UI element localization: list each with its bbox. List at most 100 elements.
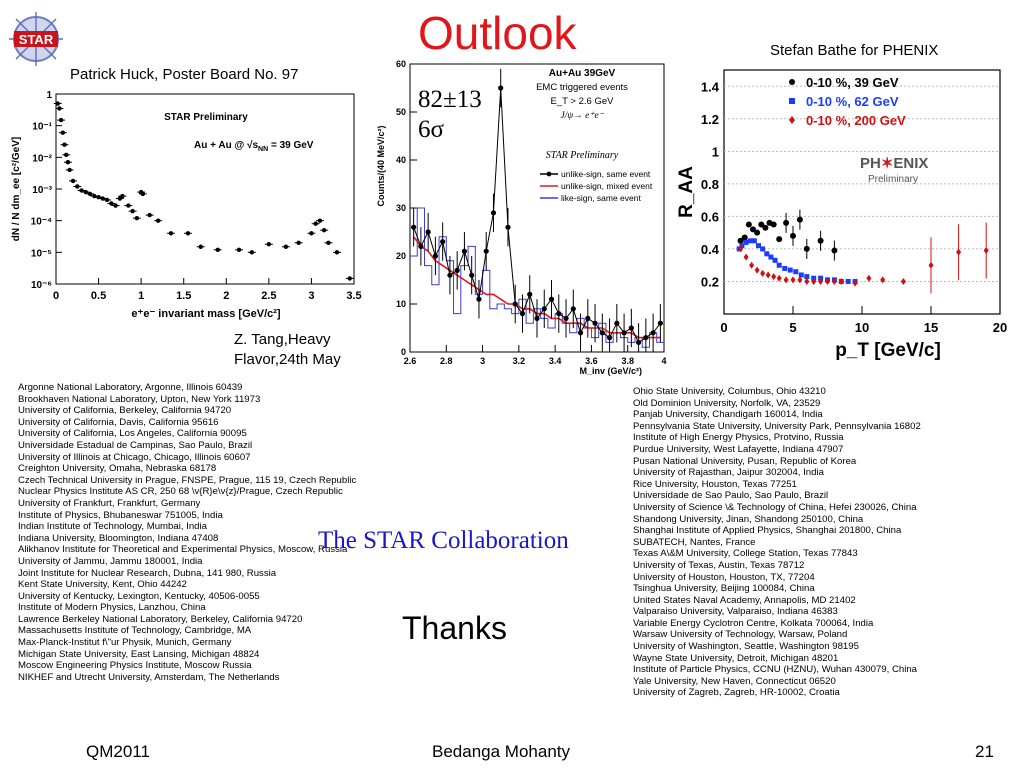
plot1-point <box>134 215 140 221</box>
institution-right-item: Variable Energy Cyclotron Centre, Kolkat… <box>633 617 874 629</box>
plot1-point <box>147 212 152 218</box>
plot3-point-200 <box>790 276 796 284</box>
plot3-point-200 <box>776 274 782 282</box>
plot3-point-62 <box>739 243 745 249</box>
institution-right-item: Ohio State University, Columbus, Ohio 43… <box>633 386 826 397</box>
plot3-ytick-label: 0.8 <box>701 177 719 192</box>
plot1-point <box>113 203 118 208</box>
plot1-point <box>155 218 161 223</box>
plot2-xtick-label: 3.8 <box>621 356 634 366</box>
institution-left-item: Indian Institute of Technology, Mumbai, … <box>18 521 207 533</box>
plot1-point <box>58 117 64 123</box>
institution-left-item: Czech Technical University in Prague, FN… <box>18 474 357 486</box>
plot1-system: Au + Au @ √sNN = 39 GeV <box>194 140 314 153</box>
plot3-point-200 <box>880 276 886 284</box>
plot3-point-39 <box>758 221 765 228</box>
plot2-xtick-label: 4 <box>661 356 666 366</box>
svg-text:STAR: STAR <box>19 32 54 47</box>
plot3-ytick-label: 1 <box>712 144 719 159</box>
raa-plot: 0.2 0.4 0.6 0.8 1 1.2 1.4 0 5 10 15 20 0-10 %, 39 Ge… <box>672 62 1018 362</box>
institution-left-item: University of Frankfurt, Frankfurt, Germ… <box>18 497 201 509</box>
plot2-legend-marker <box>546 171 552 177</box>
plot1-point <box>126 203 131 208</box>
plot1-point <box>65 160 71 165</box>
plot1-point <box>322 227 327 233</box>
label-center-plot: Z. Tang,Heavy Flavor,24th May <box>234 330 341 370</box>
plot1-point <box>313 221 318 226</box>
plot3-ytick-label: 1.4 <box>701 79 720 94</box>
institution-right-item: Yale University, New Haven, Connecticut … <box>633 675 836 687</box>
plot3-xtick-label: 0 <box>720 320 727 335</box>
institution-left-item: NIKHEF and Utrecht University, Amsterdam… <box>18 671 280 683</box>
institution-right-item: Warsaw University of Technology, Warsaw,… <box>633 629 848 641</box>
plot3-xtick-label: 5 <box>789 320 796 335</box>
plot1-point <box>168 231 174 236</box>
plot2-legend-entry: unlike-sign, same event <box>561 169 651 179</box>
plot3-point-39 <box>762 224 769 231</box>
plot3-xlabel: p_T [GeV/c] <box>835 340 941 361</box>
plot1-xtick-label: 1.5 <box>176 290 191 302</box>
plot1-point <box>249 250 255 255</box>
institution-right-item: Institute of High Energy Physics, Protvi… <box>633 432 844 444</box>
plot1-prelim: STAR Preliminary <box>164 112 248 123</box>
plot3-point-39 <box>803 245 810 252</box>
plot2-legend-entry: unlike-sign, mixed event <box>561 181 653 191</box>
plot3-legend-marker <box>789 79 795 85</box>
plot3-point-39 <box>754 229 761 236</box>
institution-left-item: University of Jammu, Jammu 180001, India <box>18 555 203 567</box>
plot1-point <box>296 240 301 246</box>
plot1-point <box>317 218 323 223</box>
plot2-xtick-label: 3 <box>480 356 485 366</box>
plot3-legend-entry: 0-10 %, 39 GeV <box>806 75 899 90</box>
plot1-ytick-label: 10⁻⁵ <box>31 248 52 259</box>
institution-right-item: Purdue University, West Lafayette, India… <box>633 443 844 455</box>
plot1-point <box>130 208 135 214</box>
plot1-point <box>87 191 93 197</box>
plot2-legend-entry: like-sign, same event <box>561 193 641 203</box>
plot1-point <box>120 193 125 199</box>
plot3-point-200 <box>811 277 817 285</box>
plot1-point <box>198 244 203 249</box>
plot3-xtick-label: 20 <box>993 320 1007 335</box>
plot3-ytick-label: 0.6 <box>701 209 719 224</box>
plot1-xtick-label: 0 <box>53 290 59 302</box>
collaboration-title: The STAR Collaboration <box>318 527 569 554</box>
institution-left-item: Massachusetts Institute of Technology, C… <box>18 625 252 637</box>
plot3-ytick-label: 0.4 <box>701 242 720 257</box>
plot3-point-39 <box>817 237 824 244</box>
plot3-point-62 <box>756 243 761 249</box>
institution-right-item: Old Dominion University, Norfolk, VA, 23… <box>633 397 821 409</box>
plot1-point <box>215 247 220 253</box>
jpsi-annotation: 82±13 6σ <box>418 85 482 145</box>
plot1-point <box>185 231 191 236</box>
plot3-point-62 <box>845 278 851 284</box>
institution-left-item: Joint Institute for Nuclear Research, Du… <box>18 567 277 579</box>
plot2-xtick-label: 3.2 <box>513 356 526 366</box>
plot3-point-39 <box>745 221 752 228</box>
plot3-point-200 <box>738 245 744 253</box>
plot3-point-200 <box>956 248 962 256</box>
jpsi-mass-plot: 2.6 2.8 3 3.2 3.4 3.6 3.8 4 0 10 20 30 40 50 60 Au+Au 3… <box>372 56 672 384</box>
plot3-xtick-label: 15 <box>924 320 938 335</box>
label-center-line-1: Z. Tang,Heavy <box>234 331 331 348</box>
plot3-point-62 <box>804 274 810 280</box>
plot1-ytick-label: 10⁻² <box>32 153 52 164</box>
institution-left-item: Creighton University, Omaha, Nebraska 68… <box>18 463 217 475</box>
plot1-ytick-label: 10⁻³ <box>32 185 52 196</box>
institution-right-item: Valparaiso University, Valparaiso, India… <box>633 606 838 618</box>
jpsi-significance: 6σ <box>418 116 444 143</box>
plot1-point <box>70 178 76 184</box>
institution-left-item: University of Illinois at Chicago, Chica… <box>18 451 251 463</box>
institution-left-item: Brookhaven National Laboratory, Upton, N… <box>18 393 261 405</box>
plot1-ytick-label: 1 <box>46 90 52 101</box>
plot3-point-39 <box>737 237 744 244</box>
phenix-logo-text: PH✶ENIX <box>860 155 928 172</box>
institution-right-item: Wayne State University, Detroit, Michiga… <box>633 652 839 664</box>
plot1-point <box>62 142 67 147</box>
footer-author: Bedanga Mohanty <box>432 742 570 761</box>
institution-left-item: Alikhanov Institute for Theoretical and … <box>18 544 348 556</box>
plot2-point <box>411 224 417 230</box>
plot3-point-62 <box>751 238 757 244</box>
plot1-point <box>75 184 80 189</box>
institutions-left: Argonne National Laboratory, Argonne, Il… <box>18 382 356 683</box>
